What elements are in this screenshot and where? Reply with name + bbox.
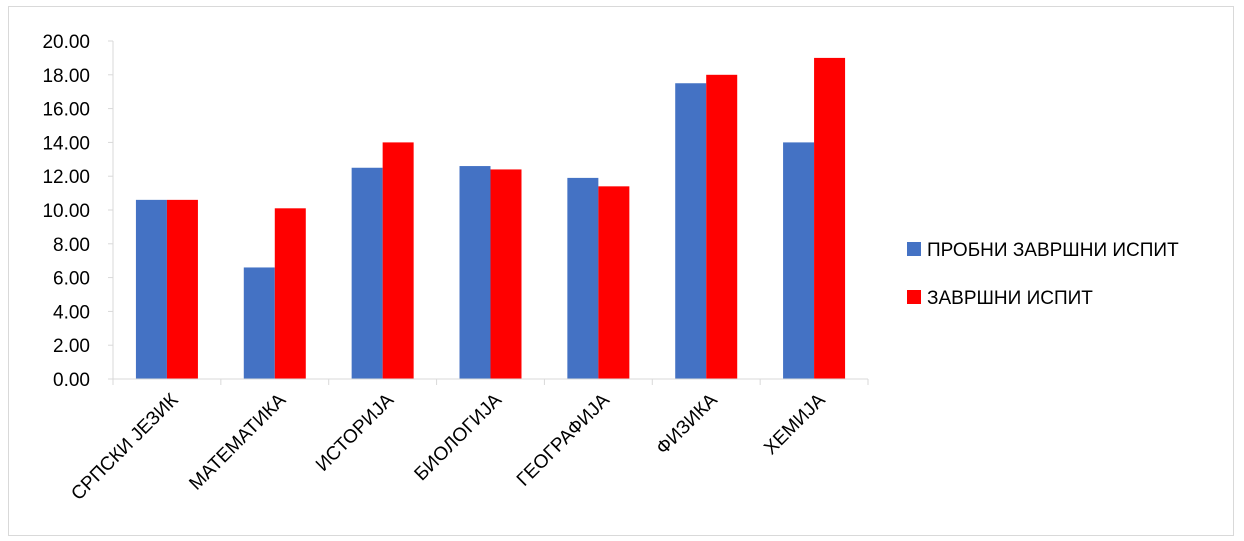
x-category-label: ФИЗИКА: [652, 389, 722, 459]
y-tick-label: 14.00: [42, 133, 90, 154]
bar-series-2: [490, 169, 522, 379]
bar-series-2: [706, 74, 738, 380]
x-category-label: БИОЛОГИЈА: [411, 389, 507, 485]
legend-label: ПРОБНИ ЗАВРШНИ ИСПИТ: [927, 240, 1179, 261]
bar-series-1: [459, 166, 491, 379]
x-category-label: ХЕМИЈА: [760, 389, 830, 459]
bar-series-2: [382, 142, 414, 379]
bar-chart: 0.00 2.00 4.00 6.00 8.00 10.00 12.00 14.00 16.00…: [42, 32, 1179, 505]
y-tick-label: 2.00: [53, 336, 90, 357]
bar-series-1: [567, 177, 599, 379]
y-tick-label: 6.00: [53, 269, 90, 290]
bar-series-1: [135, 199, 167, 379]
x-category-label: ГЕОГРАФИЈА: [513, 389, 614, 490]
x-axis-labels: СРПСКИ ЈЕЗИК МАТЕМАТИКА ИСТОРИЈА БИОЛОГИЈА Г…: [67, 389, 829, 504]
y-tick-label: 8.00: [53, 235, 90, 256]
y-tick-label: 18.00: [42, 66, 90, 87]
axes: [108, 40, 869, 385]
legend-swatch: [907, 290, 921, 304]
bar-series-1: [783, 142, 815, 379]
legend-swatch: [907, 242, 921, 256]
y-tick-label: 10.00: [42, 201, 90, 222]
bar-series-2: [814, 57, 846, 380]
y-tick-label: 4.00: [53, 302, 90, 323]
x-category-label: ИСТОРИЈА: [312, 389, 398, 475]
bar-series-2: [274, 208, 306, 379]
bar-series-1: [351, 167, 383, 379]
legend-label: ЗАВРШНИ ИСПИТ: [927, 288, 1093, 309]
y-tick-label: 20.00: [42, 32, 90, 53]
bar-series-1: [243, 267, 275, 379]
bar-series-2: [166, 199, 198, 379]
y-axis-ticks: 0.00 2.00 4.00 6.00 8.00 10.00 12.00 14.00 16.00…: [42, 32, 90, 391]
bar-series-2: [598, 186, 630, 379]
x-category-label: МАТЕМАТИКА: [185, 389, 290, 494]
legend: ПРОБНИ ЗАВРШНИ ИСПИТ ЗАВРШНИ ИСПИТ: [907, 240, 1179, 309]
y-tick-label: 12.00: [42, 167, 90, 188]
bar-series-1: [675, 83, 707, 379]
y-tick-label: 16.00: [42, 100, 90, 121]
chart-area: 0.00 2.00 4.00 6.00 8.00 10.00 12.00 14.00 16.00…: [8, 6, 1234, 536]
x-category-label: СРПСКИ ЈЕЗИК: [67, 390, 182, 505]
bars: [135, 57, 846, 380]
y-tick-label: 0.00: [53, 370, 90, 391]
